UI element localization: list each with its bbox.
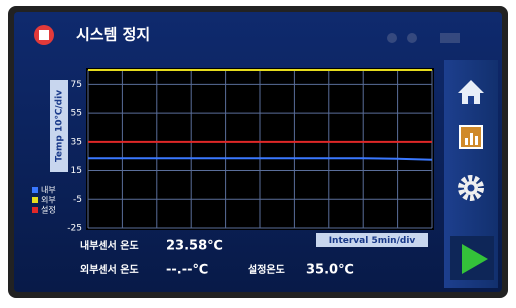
legend-label: 외부	[41, 195, 56, 205]
legend-swatch	[32, 207, 38, 213]
readout-label: 내부센서 온도	[80, 239, 139, 252]
y-tick-label: 35	[71, 137, 82, 147]
legend-swatch	[32, 197, 38, 203]
y-tick-label: 15	[71, 166, 82, 176]
page: 시스템 정지 75 55 35 15 -5 -25 Temp 10℃/div Interv…	[0, 0, 516, 304]
x-axis-label: Interval 5min/div	[329, 236, 416, 246]
legend-label: 내부	[41, 186, 56, 195]
y-tick-label: -25	[67, 224, 82, 234]
legend-label: 설정	[41, 205, 56, 215]
chart-button[interactable]	[460, 126, 482, 148]
stop-icon-square	[39, 30, 49, 40]
readout-label: 외부센서 온도	[80, 263, 139, 276]
y-axis-label: Temp 10℃/div	[55, 90, 65, 162]
readout-value: 35.0℃	[306, 263, 354, 278]
start-button[interactable]	[450, 236, 494, 280]
screen: 시스템 정지 75 55 35 15 -5 -25 Temp 10℃/div Interv…	[0, 0, 516, 304]
y-tick-label: 75	[71, 80, 82, 90]
readout-label: 설정온도	[248, 263, 285, 276]
y-tick-label: 55	[71, 109, 82, 119]
readout-value: 23.58℃	[166, 239, 223, 254]
readout-value: --.--℃	[166, 263, 208, 278]
legend-swatch	[32, 187, 38, 193]
y-tick-label: -5	[73, 195, 82, 205]
header-title: 시스템 정지	[76, 26, 150, 44]
